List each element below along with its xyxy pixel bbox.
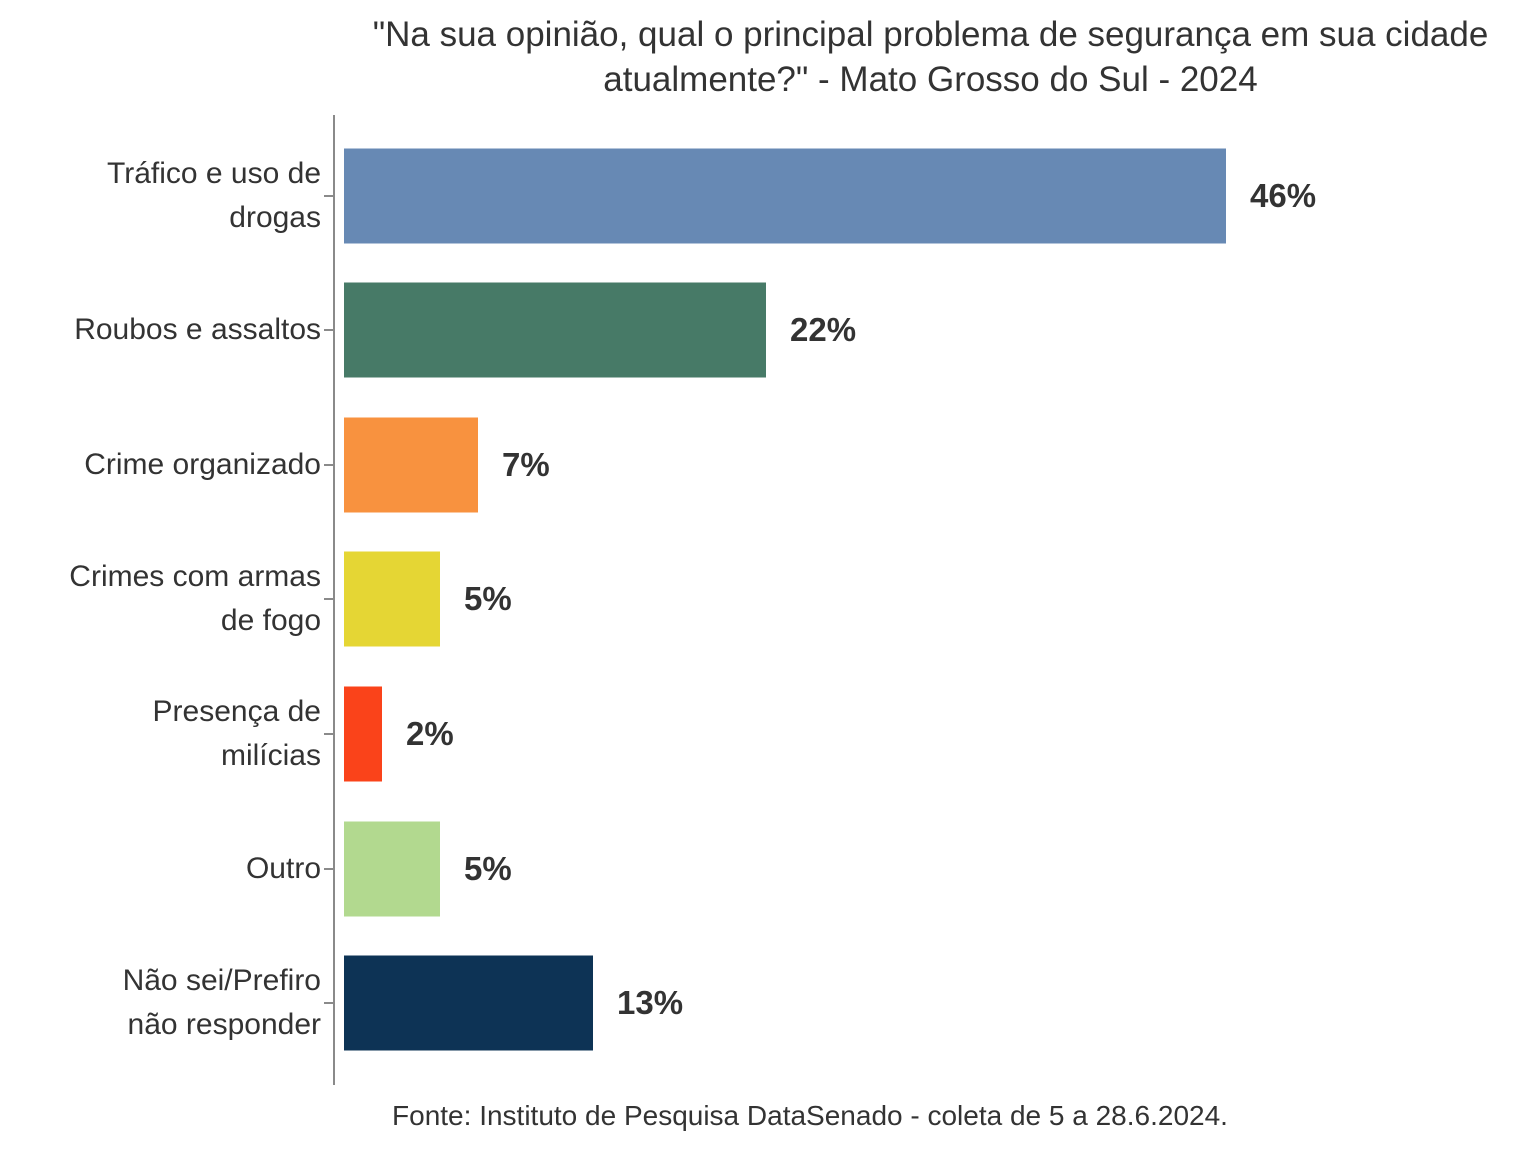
bar-5 — [344, 686, 382, 782]
value-label: 5% — [464, 849, 512, 887]
value-label: 2% — [406, 714, 454, 752]
category-label: Presença de milícias — [152, 694, 321, 772]
category-label: Outro — [245, 851, 321, 885]
bar-1 — [344, 148, 1226, 243]
value-label: 22% — [790, 311, 857, 349]
axis-tick — [324, 867, 333, 870]
category-label: Não sei/Prefiro não responder — [122, 964, 321, 1042]
axis-tick — [324, 463, 333, 466]
axis-tick — [324, 329, 333, 332]
bar-6 — [344, 821, 440, 916]
axis-tick — [324, 194, 333, 197]
y-axis-line — [333, 115, 335, 1085]
category-label: Tráfico e uso de drogas — [107, 156, 321, 234]
axis-tick — [324, 732, 333, 735]
category-label: Crimes com armas de fogo — [69, 560, 321, 638]
axis-tick — [324, 1002, 333, 1005]
bar-2 — [344, 282, 766, 378]
category-label: Crime organizado — [84, 447, 321, 481]
chart-title: "Na sua opinião, qual o principal proble… — [372, 15, 1489, 99]
category-label: Roubos e assaltos — [74, 313, 321, 347]
value-label: 13% — [617, 984, 684, 1022]
bar-3 — [344, 417, 478, 513]
value-label: 46% — [1250, 176, 1317, 214]
bar-4 — [344, 551, 440, 647]
bar-7 — [344, 955, 593, 1051]
value-label: 5% — [464, 580, 512, 618]
source-caption: Fonte: Instituto de Pesquisa DataSenado … — [392, 1100, 1228, 1131]
value-label: 7% — [502, 445, 550, 483]
axis-tick — [324, 598, 333, 601]
